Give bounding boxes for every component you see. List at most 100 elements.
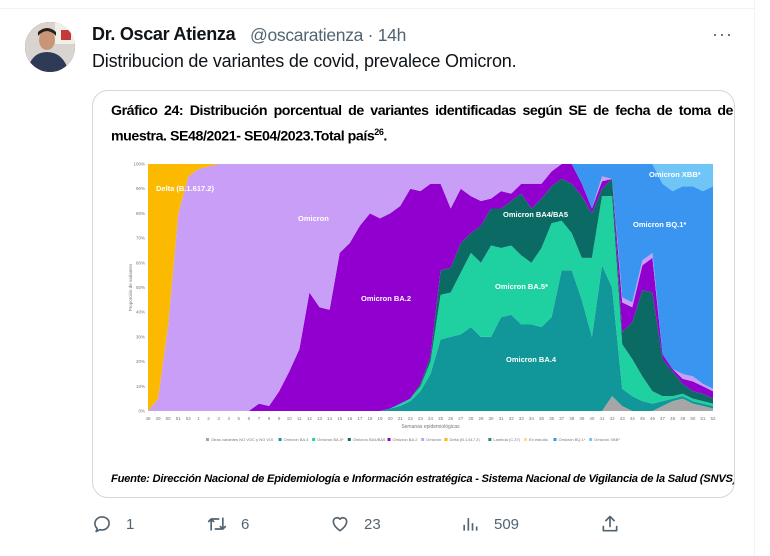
x-tick-label: 43: [620, 416, 626, 421]
y-tick-label: 60%: [136, 260, 145, 265]
x-tick-label: 18: [367, 416, 373, 421]
legend-label: Lambda (C.37): [493, 437, 520, 442]
x-tick-label: 5: [238, 416, 241, 421]
like-icon: [332, 516, 348, 532]
reply-button[interactable]: 1: [92, 514, 134, 534]
x-tick-label: 26: [448, 416, 454, 421]
area-label: Delta (B.1.617.2): [156, 184, 214, 193]
legend-label: En estudio: [529, 437, 549, 442]
x-tick-label: 30: [489, 416, 495, 421]
area-otras-variantes-no-voc-y-no-voi: [148, 396, 713, 411]
retweet-button[interactable]: 6: [207, 514, 249, 534]
x-tick-label: 23: [418, 416, 424, 421]
x-tick-label: 16: [347, 416, 353, 421]
x-tick-label: 39: [579, 416, 585, 421]
legend-swatch: [589, 438, 593, 441]
legend-swatch: [524, 438, 527, 441]
legend-label: Otras variantes NO VOC y NO VOI: [211, 437, 273, 442]
area-label: Omicron XBB*: [649, 170, 701, 179]
x-tick-label: 24: [428, 416, 434, 421]
x-tick-label: 25: [438, 416, 444, 421]
x-tick-label: 40: [589, 416, 595, 421]
timestamp[interactable]: 14h: [377, 25, 407, 45]
legend-swatch: [421, 438, 425, 441]
chart-title-end: .: [383, 128, 387, 145]
area-label: Omicron BA.4: [506, 355, 557, 364]
avatar-photo: [25, 22, 75, 72]
tweet-text: Distribucion de variantes de covid, prev…: [92, 51, 517, 71]
area-omicron-xbb-: [148, 164, 713, 192]
x-tick-label: 36: [549, 416, 555, 421]
y-tick-label: 80%: [136, 211, 145, 216]
reply-count: 1: [126, 515, 135, 533]
x-tick-label: 29: [478, 416, 484, 421]
views-button[interactable]: 509: [460, 514, 519, 534]
x-tick-label: 47: [660, 416, 666, 421]
y-tick-label: 30%: [136, 334, 145, 339]
x-tick-label: 50: [690, 416, 696, 421]
author-name[interactable]: Dr. Oscar Atienza: [92, 24, 236, 44]
area-label: Omicron BA4/BA5: [503, 210, 568, 219]
x-tick-label: 10: [287, 416, 293, 421]
x-tick-label: 41: [600, 416, 606, 421]
area-label: Omicron BA.2: [361, 294, 411, 303]
avatar[interactable]: [25, 22, 75, 72]
reply-icon: [94, 516, 110, 533]
x-tick-label: 13: [317, 416, 323, 421]
x-tick-label: 37: [559, 416, 565, 421]
share-icon: [602, 515, 618, 532]
author-handle-time[interactable]: @oscaratienza · 14h: [250, 25, 406, 46]
x-tick-label: 48: [145, 416, 151, 421]
legend-swatch: [444, 438, 448, 441]
y-tick-label: 100%: [133, 162, 145, 167]
legend-label: Omicron: [426, 437, 441, 442]
view-count: 509: [494, 515, 520, 533]
like-count: 23: [364, 515, 381, 533]
tweet-image[interactable]: Gráfico 24: Distribución porcentual de v…: [92, 90, 735, 498]
x-tick-label: 42: [610, 416, 616, 421]
y-tick-label: 20%: [136, 359, 145, 364]
y-tick-label: 40%: [136, 310, 145, 315]
retweet-icon: [207, 517, 227, 531]
y-tick-label: 10%: [136, 384, 145, 389]
x-tick-label: 34: [529, 416, 535, 421]
y-tick-label: 90%: [136, 186, 145, 191]
legend-swatch: [347, 438, 351, 441]
share-button[interactable]: [600, 514, 634, 534]
y-tick-label: 0%: [138, 409, 145, 414]
legend-label: Omicron BA4/BA5: [353, 437, 386, 442]
chart-title-text: Gráfico 24: Distribución porcentual de v…: [111, 103, 733, 145]
x-tick-label: 1: [197, 416, 200, 421]
area-label: Omicron BA.5*: [495, 282, 548, 291]
like-button[interactable]: 23: [330, 514, 381, 534]
x-tick-label: 20: [388, 416, 394, 421]
legend-label: Omicron BA.5*: [317, 437, 344, 442]
chart-title: Gráfico 24: Distribución porcentual de v…: [111, 101, 733, 148]
x-tick-label: 2: [207, 416, 210, 421]
author-handle[interactable]: @oscaratienza: [250, 25, 364, 45]
area-label: Omicron BQ.1*: [633, 220, 686, 229]
y-axis-label: Proporción de variantes: [128, 263, 133, 311]
legend-swatch: [278, 438, 282, 441]
x-tick-label: 48: [670, 416, 676, 421]
separator: ·: [367, 25, 374, 45]
x-tick-label: 31: [499, 416, 505, 421]
more-icon[interactable]: ···: [712, 24, 733, 44]
x-tick-label: 12: [307, 416, 313, 421]
x-tick-label: 52: [186, 416, 192, 421]
x-tick-label: 8: [268, 416, 271, 421]
x-tick-label: 27: [458, 416, 464, 421]
legend-swatch: [488, 438, 492, 441]
x-tick-label: 51: [700, 416, 706, 421]
y-tick-label: 50%: [136, 285, 145, 290]
x-tick-label: 4: [227, 416, 230, 421]
x-tick-label: 45: [640, 416, 646, 421]
variant-chart: 0%10%20%30%40%50%60%70%80%90%100%48 49 50 5…: [128, 162, 716, 443]
y-tick-label: 70%: [136, 236, 145, 241]
views-icon: [463, 518, 478, 531]
x-tick-label: 33: [519, 416, 525, 421]
x-tick-label: 52: [710, 416, 716, 421]
area-omicron-ba-2: [148, 164, 713, 411]
x-tick-label: 19: [378, 416, 384, 421]
x-tick-label: 49: [680, 416, 686, 421]
